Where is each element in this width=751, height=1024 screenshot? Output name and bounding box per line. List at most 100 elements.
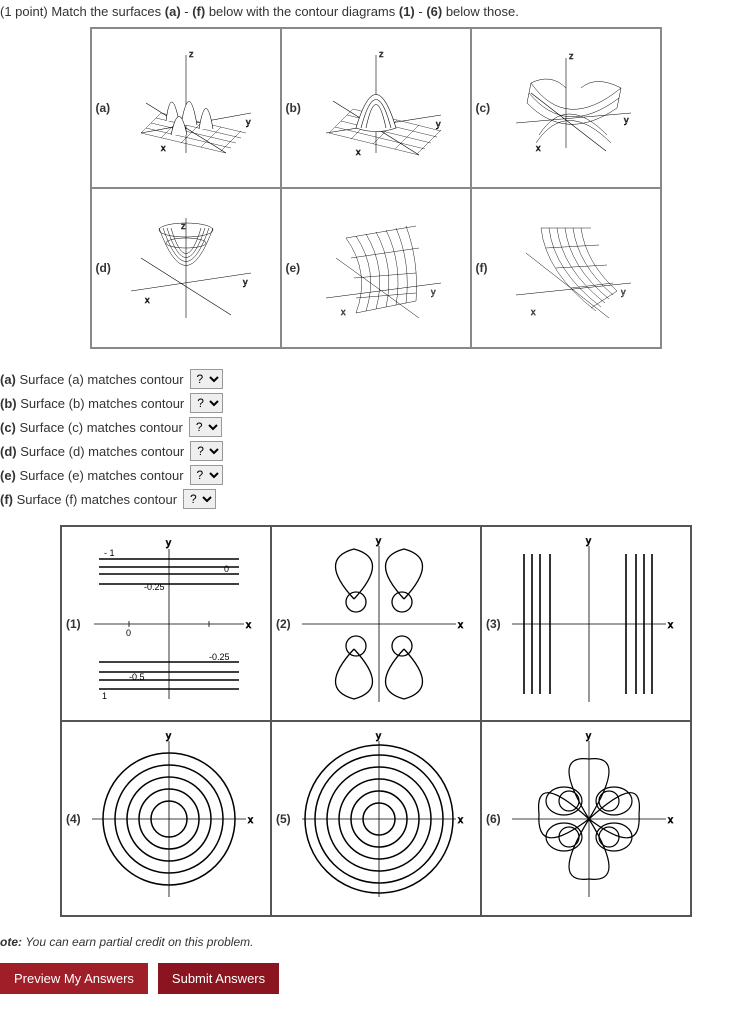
svg-text:1: 1 [376, 831, 381, 841]
contour-label: (3) [486, 617, 501, 631]
svg-text:x: x [531, 307, 536, 317]
svg-text:y: y [436, 119, 441, 129]
contour-1-svg: x y - 1 0 -0.25 -0.25 -0.5 1 0 [74, 534, 259, 714]
match-select-c[interactable]: ? [189, 417, 222, 437]
preview-answers-button[interactable]: Preview My Answers [0, 963, 148, 994]
surface-label: (a) [96, 101, 111, 115]
svg-text:0.01: 0.01 [589, 760, 605, 769]
match-row-f: (f) Surface (f) matches contour ? [0, 489, 751, 509]
surface-cell-f: (f) y x [471, 188, 661, 348]
contour-label: (1) [66, 617, 81, 631]
svg-text:0.2: 0.2 [612, 872, 624, 881]
points: (1 point) [0, 4, 51, 19]
match-row-d: (d) Surface (d) matches contour ? [0, 441, 751, 461]
contour-cell-6: (6) x y 0.01 0.01 [481, 721, 691, 916]
svg-text:y: y [624, 115, 629, 125]
submit-answers-button[interactable]: Submit Answers [158, 963, 279, 994]
svg-text:x: x [248, 815, 253, 826]
surface-f-svg: y x [491, 203, 641, 333]
surface-label: (d) [96, 261, 111, 275]
contour-cell-5: (5) x y 5 2 3 1 4 6 [271, 721, 481, 916]
svg-text:z: z [189, 49, 194, 59]
question-text: (1 point) Match the surfaces (a) - (f) b… [0, 0, 751, 27]
surface-label: (f) [476, 261, 488, 275]
svg-text:y: y [243, 277, 248, 287]
svg-text:0.01: 0.01 [524, 850, 540, 859]
contour-cell-2: (2) x y 0 0 [271, 526, 481, 721]
svg-text:0: 0 [224, 564, 229, 574]
partial-credit-note: ote: You can earn partial credit on this… [0, 935, 751, 949]
svg-text:0.2: 0.2 [624, 817, 636, 826]
svg-text:x: x [145, 295, 150, 305]
svg-text:y: y [621, 287, 626, 297]
surface-cell-b: (b) z y x [281, 28, 471, 188]
svg-text:0: 0 [126, 628, 131, 638]
svg-text:y: y [431, 287, 436, 297]
contour-cell-1: (1) x y - 1 0 -0.25 -0.25 -0.5 1 [61, 526, 271, 721]
svg-text:x: x [246, 620, 251, 631]
svg-text:y: y [166, 538, 171, 549]
svg-text:y: y [586, 536, 591, 547]
svg-text:0.01: 0.01 [639, 777, 655, 786]
contour-cell-4: (4) x y -3 0 -2 -1 -1 -4 [61, 721, 271, 916]
match-select-b[interactable]: ? [190, 393, 223, 413]
svg-text:z: z [181, 221, 186, 231]
surface-grid: (a) z y x (b) z [90, 27, 662, 349]
svg-text:y: y [376, 731, 381, 742]
match-row-e: (e) Surface (e) matches contour ? [0, 465, 751, 485]
svg-text:y: y [166, 731, 171, 742]
svg-text:- 1: - 1 [104, 548, 115, 558]
surface-cell-e: (e) y x [281, 188, 471, 348]
button-row: Preview My Answers Submit Answers [0, 963, 751, 994]
surface-d-svg: z y x [111, 203, 261, 333]
svg-text:0: 0 [449, 620, 454, 630]
surface-label: (c) [476, 101, 491, 115]
contour-4-svg: x y -3 0 -2 -1 -1 -4 [74, 729, 259, 909]
svg-text:1: 1 [566, 834, 571, 843]
svg-text:2: 2 [376, 779, 381, 789]
contour-label: (5) [276, 812, 291, 826]
match-select-a[interactable]: ? [190, 369, 223, 389]
contour-2-svg: x y 00 -0.25 0.25 [284, 534, 469, 714]
match-select-d[interactable]: ? [190, 441, 223, 461]
svg-text:x: x [161, 143, 166, 153]
match-select-e[interactable]: ? [190, 465, 223, 485]
svg-text:0: 0 [144, 773, 149, 783]
match-row-c: (c) Surface (c) matches contour ? [0, 417, 751, 437]
svg-text:-2: -2 [179, 801, 187, 811]
surface-cell-a: (a) z y x [91, 28, 281, 188]
contour-label: (4) [66, 812, 81, 826]
svg-text:0.5: 0.5 [524, 626, 537, 636]
svg-text:x: x [458, 815, 463, 826]
svg-text:y: y [246, 117, 251, 127]
svg-text:1: 1 [518, 556, 523, 566]
svg-text:x: x [356, 147, 361, 157]
svg-text:1: 1 [404, 599, 409, 608]
svg-text:-0.5: -0.5 [649, 694, 665, 704]
surface-a-svg: z y x [111, 43, 261, 173]
svg-text:x: x [668, 815, 673, 826]
svg-text:0: 0 [304, 620, 309, 630]
svg-text:y: y [376, 536, 381, 547]
match-section: (a) Surface (a) matches contour ? (b) Su… [0, 369, 751, 509]
svg-text:y: y [586, 731, 591, 742]
svg-text:x: x [458, 620, 463, 631]
surface-e-svg: y x [301, 203, 451, 333]
surface-cell-c: (c) z y x [471, 28, 661, 188]
svg-text:-0.25: -0.25 [144, 582, 165, 592]
svg-text:0: 0 [596, 586, 601, 596]
svg-text:-0.25: -0.25 [209, 652, 230, 662]
svg-text:0.25: 0.25 [402, 571, 420, 581]
svg-text:0.01: 0.01 [642, 850, 658, 859]
contour-label: (2) [276, 617, 291, 631]
svg-text:z: z [569, 51, 574, 61]
svg-text:z: z [379, 49, 384, 59]
surface-label: (b) [286, 101, 301, 115]
svg-text:1: 1 [102, 691, 107, 701]
svg-text:0.2: 0.2 [559, 872, 571, 881]
svg-text:x: x [341, 307, 346, 317]
contour-cell-3: (3) x y 1 0.5 0.25 0 -0.25 -0.5 [481, 526, 691, 721]
surface-cell-d: (d) z y x [91, 188, 281, 348]
contour-5-svg: x y 5 2 3 1 4 6 [284, 729, 469, 909]
match-select-f[interactable]: ? [183, 489, 216, 509]
